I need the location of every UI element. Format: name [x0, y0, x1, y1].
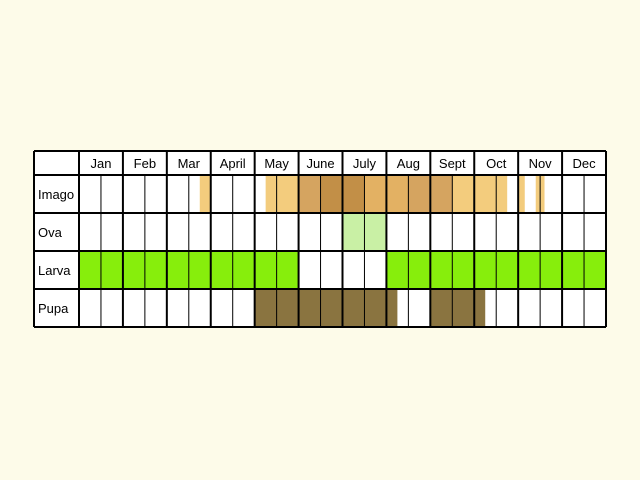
month-label: Oct: [486, 156, 507, 171]
row-label-larva: Larva: [38, 263, 71, 278]
month-label: Feb: [134, 156, 156, 171]
month-label: July: [353, 156, 377, 171]
mark-imago-1: [265, 175, 299, 213]
grid-labels: Jan Feb Mar April May June July Aug Sept Oct Nov De…: [38, 156, 596, 316]
month-label: Sept: [439, 156, 466, 171]
row-label-imago: Imago: [38, 187, 74, 202]
month-label: April: [220, 156, 246, 171]
grid-lines: [33, 150, 607, 328]
month-label: May: [264, 156, 289, 171]
month-label: Jan: [90, 156, 111, 171]
mark-imago-0: [199, 175, 211, 213]
lifecycle-fills: [34, 151, 606, 327]
month-label: Nov: [529, 156, 553, 171]
mark-imago-2: [298, 175, 321, 213]
month-label: June: [306, 156, 334, 171]
mark-pupa-0: [254, 289, 398, 327]
mark-imago-6: [452, 175, 508, 213]
month-label: Aug: [397, 156, 420, 171]
row-label-ova: Ova: [38, 225, 63, 240]
mark-pupa-1: [430, 289, 486, 327]
month-label: Mar: [178, 156, 201, 171]
month-label: Dec: [572, 156, 596, 171]
row-label-pupa: Pupa: [38, 301, 69, 316]
mark-imago-7: [518, 175, 525, 213]
